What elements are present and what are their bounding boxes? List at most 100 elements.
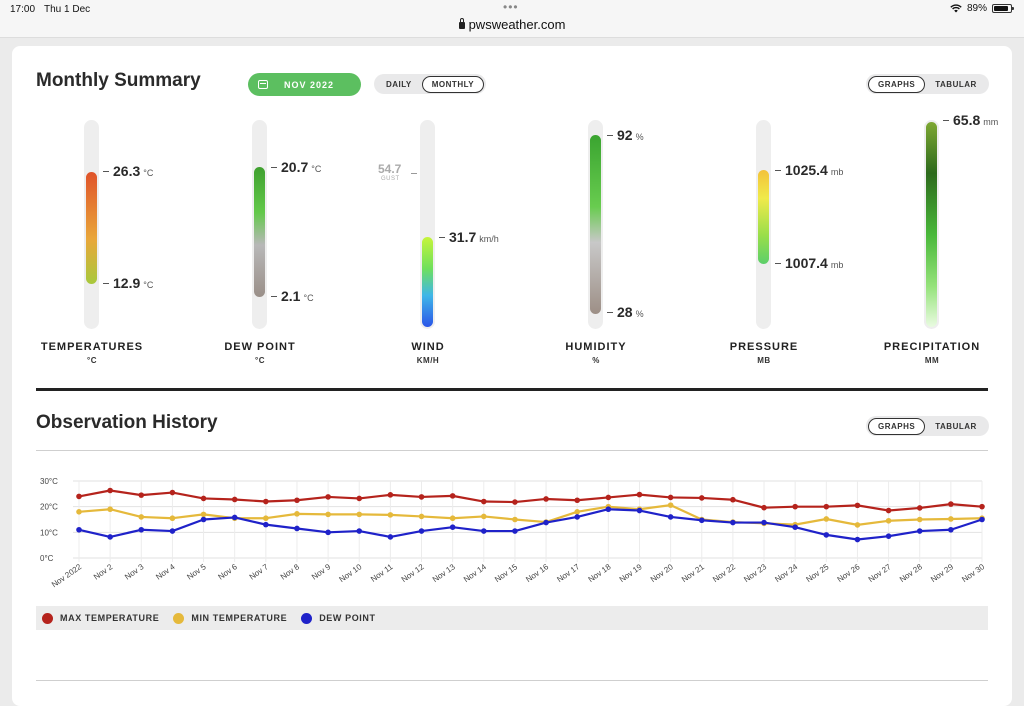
history-graphs-tab[interactable]: GRAPHS (868, 417, 926, 435)
pressure-max: 1025.4 mb (775, 162, 843, 178)
data-point (948, 501, 954, 507)
data-point (480, 528, 487, 534)
data-point (792, 524, 798, 530)
x-tick-label: Nov 29 (929, 562, 955, 584)
data-point (263, 515, 269, 522)
x-tick-label: Nov 12 (400, 562, 426, 584)
data-point (107, 506, 113, 513)
dew-point-range-bar (254, 167, 265, 297)
month-picker-button[interactable]: NOV 2022 (248, 73, 361, 96)
observation-history-title: Observation History (36, 412, 218, 433)
data-point (231, 496, 238, 503)
data-point (979, 503, 985, 510)
data-point (263, 498, 269, 505)
more-dots-icon[interactable]: ••• (503, 0, 519, 14)
legend-dew-point[interactable]: DEW POINT (301, 612, 375, 624)
data-point (449, 515, 456, 522)
history-tabular-tab[interactable]: TABULAR (935, 421, 977, 431)
data-point (418, 494, 425, 500)
wind-value: 31.7 km/h (439, 229, 499, 245)
wifi-icon (950, 4, 962, 13)
humidity-label: HUMIDITY (565, 341, 627, 353)
x-tick-label: Nov 10 (337, 562, 363, 584)
y-tick-label: 30°C (40, 477, 58, 486)
data-point (698, 517, 705, 524)
data-point (480, 498, 487, 505)
clock: 17:00 (10, 4, 36, 15)
precipitation-gauge (924, 120, 939, 329)
precipitation-label: PRECIPITATION (883, 341, 981, 353)
data-point (325, 494, 331, 500)
address-bar[interactable]: pwsweather.com (0, 17, 1024, 32)
min-temperature-dot-icon (173, 612, 185, 624)
x-tick-label: Nov 24 (773, 562, 799, 584)
data-point (761, 519, 767, 526)
data-point (605, 494, 612, 501)
pressure-label: PRESSURE (729, 341, 799, 353)
content-card: Monthly Summary NOV 2022 DAILY MONTHLY G… (12, 46, 1012, 706)
data-point (916, 528, 923, 534)
data-point (512, 516, 518, 523)
daily-tab[interactable]: DAILY (386, 79, 412, 89)
data-point (885, 533, 892, 539)
data-point (294, 497, 300, 504)
range-toggle: DAILY MONTHLY (374, 74, 487, 94)
precipitation-unit: MM (924, 356, 940, 365)
data-point (138, 492, 145, 498)
wind-label: WIND (411, 341, 445, 353)
data-point (169, 528, 176, 534)
x-tick-label: Nov 21 (680, 562, 706, 584)
legend-max-temperature[interactable]: MAX TEMPERATURE (42, 612, 159, 624)
tabular-tab[interactable]: TABULAR (935, 79, 977, 89)
humidity-range-bar (590, 135, 601, 314)
data-point (169, 489, 176, 496)
x-tick-label: Nov 2 (92, 562, 115, 582)
dew-point-label: DEW POINT (224, 341, 296, 353)
graphs-tab[interactable]: GRAPHS (868, 75, 926, 93)
data-point (76, 509, 82, 515)
summary-view-toggle: GRAPHS TABULAR (866, 74, 989, 94)
data-point (231, 514, 238, 521)
data-point (730, 519, 736, 526)
data-point (418, 528, 425, 534)
data-point (294, 511, 300, 517)
data-point (667, 502, 674, 508)
data-point (792, 503, 798, 510)
ios-status-bar: 17:00 Thu 1 Dec ••• pwsweather.com 89% (0, 0, 1024, 38)
wind-gust-value: 54.7 (378, 162, 402, 176)
data-point (200, 495, 207, 502)
precipitation-bar (926, 122, 937, 327)
x-tick-label: Nov 5 (185, 562, 208, 582)
x-tick-label: Nov 17 (555, 562, 581, 584)
temperatures-label: TEMPERATURES (40, 341, 144, 353)
data-point (885, 517, 892, 524)
battery-icon (992, 4, 1014, 13)
data-point (730, 496, 736, 503)
data-point (698, 495, 705, 501)
lock-icon (458, 18, 465, 29)
data-point (512, 528, 518, 534)
monthly-tab[interactable]: MONTHLY (421, 75, 485, 93)
pressure-gauge (756, 120, 771, 329)
wind-bar (422, 237, 433, 327)
data-point (854, 522, 861, 528)
legend-min-temperature[interactable]: MIN TEMPERATURE (173, 612, 287, 624)
data-point (138, 514, 145, 520)
y-tick-label: 20°C (40, 503, 58, 512)
data-point (387, 512, 394, 518)
x-tick-label: Nov 19 (618, 562, 644, 584)
series-line (78, 504, 983, 526)
data-point (948, 526, 954, 533)
data-point (543, 496, 549, 502)
data-point (325, 511, 331, 518)
dew-point-min: 2.1 °C (271, 288, 314, 304)
dew-point-dot-icon (301, 612, 313, 624)
data-point (916, 505, 923, 511)
wind-unit: KM/H (416, 356, 440, 365)
x-tick-label: Nov 23 (742, 562, 768, 584)
x-tick-label: Nov 7 (248, 562, 271, 582)
series-line (78, 508, 983, 541)
data-point (916, 516, 923, 523)
x-tick-label: Nov 18 (587, 562, 613, 584)
section-divider (36, 388, 988, 391)
